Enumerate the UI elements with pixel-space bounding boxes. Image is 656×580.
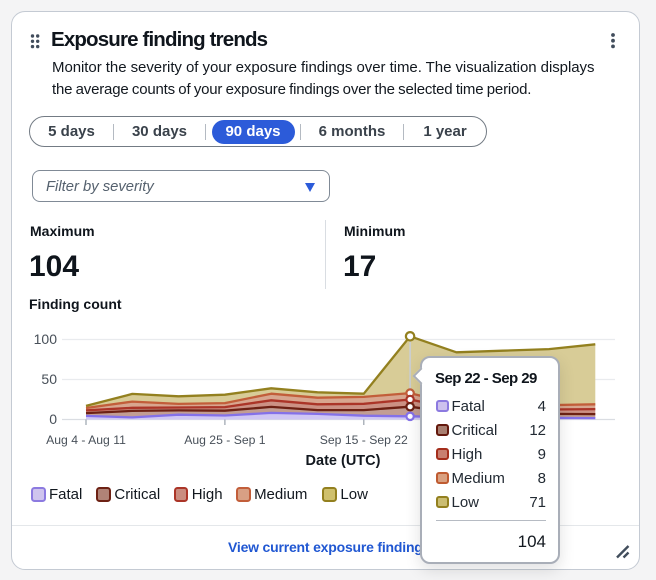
svg-text:50: 50 [41,371,57,387]
svg-text:Aug 4 - Aug 11: Aug 4 - Aug 11 [46,433,126,447]
svg-text:100: 100 [34,331,58,347]
svg-text:Aug 25 - Sep 1: Aug 25 - Sep 1 [184,433,266,447]
svg-text:Sep 15 - Sep 22: Sep 15 - Sep 22 [320,433,408,447]
svg-text:Date (UTC): Date (UTC) [306,453,381,469]
svg-text:0: 0 [49,411,57,427]
